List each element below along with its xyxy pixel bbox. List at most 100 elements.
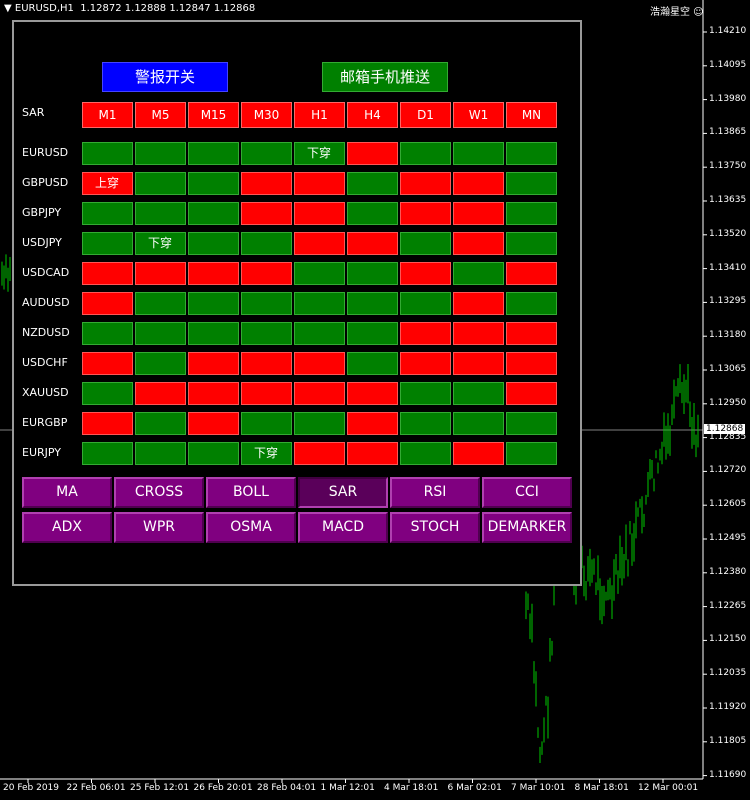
signal-cell — [453, 142, 504, 165]
signal-cell — [506, 292, 557, 315]
symbol-label: EURUSD — [22, 146, 69, 159]
signal-cell — [347, 202, 398, 225]
signal-cell — [506, 412, 557, 435]
time-label: 8 Mar 18:01 — [574, 783, 629, 793]
signal-text: 上穿 — [95, 176, 120, 190]
timeframe-header: H4 — [347, 102, 398, 128]
price-label: 1.12035 — [709, 668, 747, 679]
price-label: 1.13865 — [709, 127, 747, 138]
price-label: 1.13295 — [709, 296, 747, 307]
price-label: 1.12495 — [709, 533, 747, 543]
signal-cell — [400, 172, 451, 195]
timeframe-header: W1 — [453, 102, 504, 128]
current-price-label: 1.12868 — [704, 424, 746, 434]
time-label: 1 Mar 12:01 — [320, 783, 375, 793]
price-label: 1.14210 — [709, 26, 747, 36]
signal-cell — [241, 292, 292, 315]
signal-cell — [400, 292, 451, 315]
indicator-button[interactable]: MA — [22, 477, 112, 508]
indicator-button[interactable]: DEMARKER — [482, 512, 572, 543]
signal-cell — [188, 382, 239, 405]
signal-cell — [347, 172, 398, 195]
price-label: 1.12835 — [709, 431, 747, 442]
price-label: 1.13065 — [709, 364, 747, 374]
signal-cell — [347, 352, 398, 375]
signal-cell: 下穿 — [241, 442, 292, 465]
signal-cell — [506, 322, 557, 345]
signal-cell — [135, 322, 186, 345]
signal-cell — [453, 442, 504, 465]
timeframe-header: M5 — [135, 102, 186, 128]
signal-cell — [453, 322, 504, 345]
signal-cell — [347, 322, 398, 345]
signal-cell — [135, 352, 186, 375]
signal-cell — [82, 232, 133, 255]
symbol: EURUSD,H1 — [14, 3, 74, 14]
signal-cell — [82, 322, 133, 345]
indicator-button[interactable]: STOCH — [390, 512, 480, 543]
time-label: 7 Mar 10:01 — [511, 783, 566, 793]
signal-cell — [241, 262, 292, 285]
signal-cell — [82, 352, 133, 375]
signal-cell — [453, 202, 504, 225]
signal-cell — [241, 172, 292, 195]
signal-cell — [506, 262, 557, 285]
symbol-label: GBPUSD — [22, 176, 69, 189]
signal-cell — [400, 442, 451, 465]
signal-cell — [82, 262, 133, 285]
indicator-button[interactable]: OSMA — [206, 512, 296, 543]
signal-cell — [294, 322, 345, 345]
time-label: 22 Feb 06:01 — [66, 783, 126, 793]
time-label: 20 Feb 2019 — [3, 783, 60, 793]
signal-cell — [188, 322, 239, 345]
symbol-label: EURGBP — [22, 416, 68, 429]
time-label: 25 Feb 12:01 — [130, 783, 190, 793]
signal-cell — [241, 142, 292, 165]
alert-toggle-button[interactable]: 警报开关 — [102, 62, 228, 92]
signal-cell — [347, 142, 398, 165]
price-label: 1.12150 — [709, 634, 747, 645]
price-label: 1.13635 — [709, 195, 747, 205]
signal-cell — [82, 202, 133, 225]
signal-cell — [453, 172, 504, 195]
symbol-label: NZDUSD — [22, 326, 70, 339]
signal-cell — [188, 442, 239, 465]
indicator-button[interactable]: WPR — [114, 512, 204, 543]
signal-cell — [294, 442, 345, 465]
signal-cell — [400, 412, 451, 435]
signal-cell — [82, 382, 133, 405]
signal-cell — [506, 442, 557, 465]
signal-cell — [241, 202, 292, 225]
timeframe-header: H1 — [294, 102, 345, 128]
signal-text: 下穿 — [254, 446, 279, 460]
time-label: 26 Feb 20:01 — [193, 783, 253, 793]
indicator-button[interactable]: ADX — [22, 512, 112, 543]
signal-cell — [294, 262, 345, 285]
signal-text: 下穿 — [307, 146, 332, 160]
signal-cell — [347, 232, 398, 255]
indicator-button[interactable]: SAR — [298, 477, 388, 508]
signal-cell — [241, 232, 292, 255]
signal-cell — [188, 262, 239, 285]
signal-cell — [135, 412, 186, 435]
indicator-button[interactable]: RSI — [390, 477, 480, 508]
indicator-button[interactable]: CCI — [482, 477, 572, 508]
signal-cell — [82, 292, 133, 315]
price-label: 1.14095 — [709, 59, 747, 70]
signal-cell — [506, 382, 557, 405]
symbol-label: XAUUSD — [22, 386, 69, 399]
price-label: 1.12265 — [709, 600, 747, 611]
price-label: 1.13410 — [709, 262, 747, 273]
price-label: 1.12950 — [709, 397, 747, 408]
signal-cell — [188, 202, 239, 225]
push-button[interactable]: 邮箱手机推送 — [322, 62, 448, 92]
signal-cell — [453, 382, 504, 405]
timeframe-header: MN — [506, 102, 557, 128]
signal-cell — [294, 172, 345, 195]
symbol-label: EURJPY — [22, 446, 61, 459]
signal-cell — [453, 352, 504, 375]
indicator-button[interactable]: BOLL — [206, 477, 296, 508]
indicator-button[interactable]: CROSS — [114, 477, 204, 508]
indicator-button[interactable]: MACD — [298, 512, 388, 543]
